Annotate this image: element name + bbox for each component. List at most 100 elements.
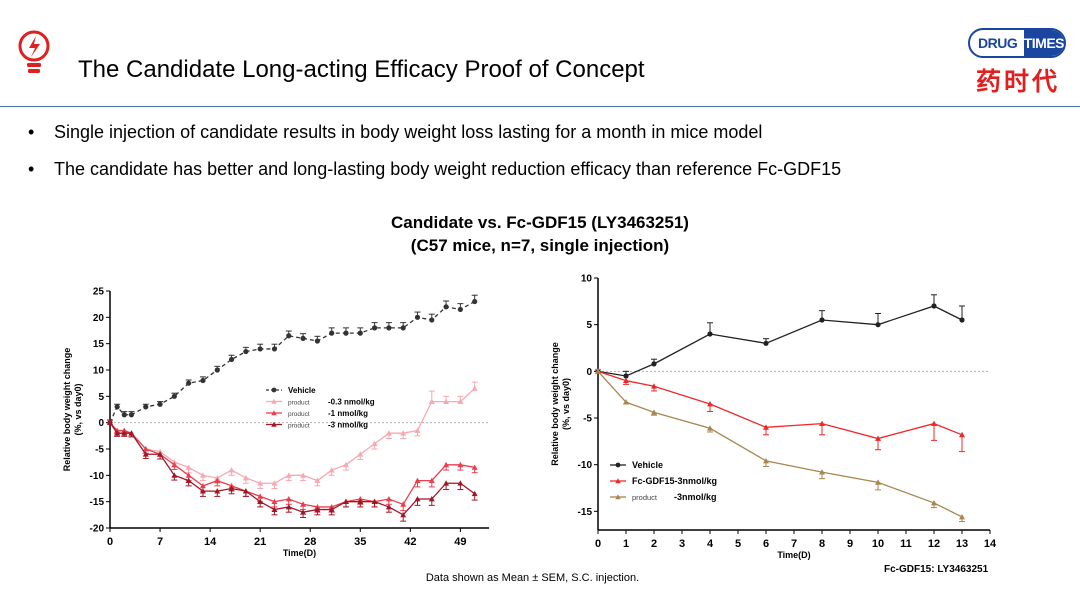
data-point — [875, 435, 881, 441]
data-point — [242, 488, 249, 494]
data-point — [428, 477, 435, 483]
data-point — [763, 340, 769, 346]
y-tick-label: 0 — [586, 367, 592, 378]
data-point — [342, 461, 349, 468]
x-tick-label: 0 — [595, 538, 601, 550]
data-point — [400, 430, 407, 436]
legend-marker — [615, 478, 621, 484]
data-point — [400, 501, 407, 507]
data-point — [271, 480, 278, 486]
logo-text-drug: DRUG — [978, 35, 1018, 51]
reference-note: Fc-GDF15: LY3463251 — [884, 564, 989, 575]
data-point — [214, 477, 221, 483]
series-line — [597, 370, 963, 440]
data-point — [257, 480, 264, 486]
data-point — [121, 430, 128, 436]
data-point — [429, 317, 435, 323]
data-point — [875, 479, 881, 485]
data-point — [286, 333, 292, 339]
drug-times-logo: DRUG TIMES 药时代 — [968, 28, 1068, 98]
legend-marker — [271, 387, 277, 393]
data-point — [763, 457, 769, 464]
data-point — [157, 401, 163, 407]
series-line — [109, 422, 476, 516]
x-tick-label: 9 — [847, 538, 853, 550]
x-tick-label: 7 — [791, 538, 797, 550]
y-tick-label: -15 — [90, 497, 105, 508]
data-point — [200, 377, 206, 384]
x-tick-label: 7 — [157, 536, 163, 548]
chart-title: Candidate vs. Fc-GDF15 (LY3463251) — [391, 213, 689, 232]
data-point — [300, 509, 307, 515]
x-tick-label: 2 — [651, 538, 657, 550]
x-tick-label: 5 — [735, 538, 741, 550]
bullet-item: • The candidate has better and long-lasti… — [28, 159, 841, 179]
data-point — [457, 461, 464, 468]
data-point — [257, 498, 264, 505]
data-point — [819, 420, 825, 426]
data-point — [228, 356, 235, 363]
data-point — [471, 464, 478, 470]
data-point — [371, 498, 378, 505]
data-point — [157, 451, 164, 457]
data-point — [142, 446, 149, 452]
data-point — [371, 325, 378, 331]
data-point — [328, 467, 335, 473]
data-point — [271, 506, 278, 512]
data-point — [243, 348, 249, 355]
bullet-list: • Single injection of candidate results i… — [28, 122, 841, 196]
legend-prefix: product — [288, 400, 310, 407]
data-point — [143, 404, 149, 410]
data-point — [199, 488, 206, 494]
legend-marker — [271, 410, 277, 416]
y-tick-label: -15 — [578, 507, 593, 518]
data-point — [414, 496, 421, 502]
legend-prefix: product — [288, 411, 310, 418]
data-point — [199, 472, 206, 478]
data-point — [329, 330, 335, 336]
y-tick-label: 15 — [93, 339, 105, 350]
data-point — [651, 409, 657, 415]
data-point — [443, 398, 450, 404]
legend-label: Fc-GDF15-3nmol/kg — [632, 476, 717, 486]
x-tick-label: 10 — [872, 538, 884, 550]
data-point — [171, 472, 178, 478]
data-point — [121, 412, 127, 418]
data-point — [385, 430, 392, 436]
data-point — [457, 306, 463, 313]
data-point — [328, 506, 335, 512]
data-point — [314, 477, 321, 483]
data-point — [400, 325, 406, 331]
series-line — [109, 300, 476, 423]
data-point — [651, 361, 657, 367]
data-point — [214, 488, 221, 494]
data-point — [386, 325, 392, 331]
data-point — [171, 461, 178, 468]
bullet-item: • Single injection of candidate results i… — [28, 122, 841, 142]
y-axis-label-unit: (%, vs day0) — [561, 378, 571, 430]
chart-subtitle: (C57 mice, n=7, single injection) — [410, 236, 670, 255]
data-point — [875, 322, 881, 328]
data-point — [623, 377, 629, 384]
y-tick-label: -10 — [90, 471, 105, 482]
data-point — [931, 303, 937, 309]
data-point — [357, 498, 364, 505]
footnote: Data shown as Mean ± SEM, S.C. injection… — [425, 572, 640, 584]
logo-text-times: TIMES — [1023, 30, 1064, 56]
series-line — [109, 422, 475, 508]
data-point — [357, 451, 364, 457]
bullet-marker: • — [28, 122, 35, 142]
x-tick-label: 13 — [956, 538, 968, 550]
legend-label: -1 nmol/kg — [328, 409, 368, 418]
x-tick-label: 42 — [404, 536, 416, 548]
data-point — [257, 493, 264, 499]
y-tick-label: 5 — [98, 392, 104, 403]
data-point — [414, 477, 421, 483]
lightbulb-lightning-icon — [18, 30, 50, 73]
data-point — [931, 420, 937, 426]
data-point — [300, 472, 307, 478]
legend-prefix: product — [632, 493, 658, 502]
x-tick-label: 28 — [304, 536, 316, 548]
data-point — [623, 373, 629, 379]
